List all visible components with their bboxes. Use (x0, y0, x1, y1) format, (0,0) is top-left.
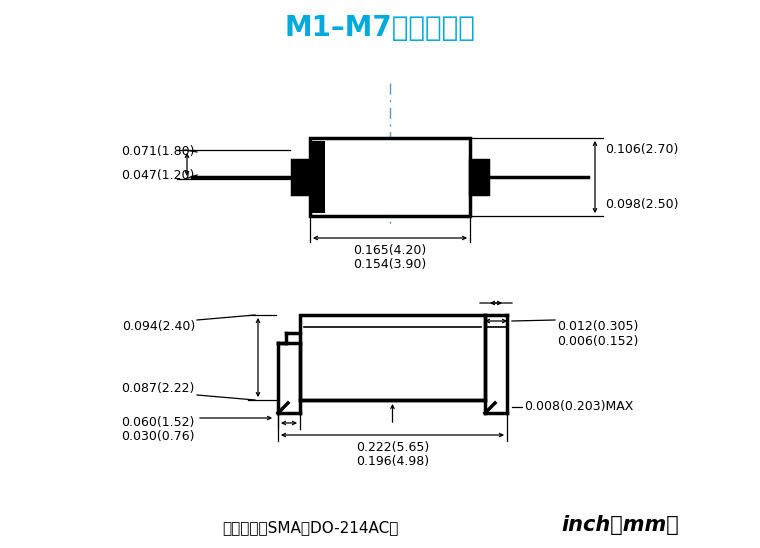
Text: 0.030(0.76): 0.030(0.76) (122, 430, 195, 443)
Bar (310, 138, 470, 216)
Text: 0.098(2.50): 0.098(2.50) (605, 198, 679, 211)
Bar (300, 315, 485, 400)
Text: 0.006(0.152): 0.006(0.152) (557, 335, 638, 348)
Text: inch（mm）: inch（mm） (561, 515, 679, 535)
Text: 0.165(4.20): 0.165(4.20) (353, 244, 426, 257)
Bar (292, 160, 310, 194)
Text: M1–M7整流二极管: M1–M7整流二极管 (284, 14, 476, 42)
Text: 0.196(4.98): 0.196(4.98) (356, 455, 429, 468)
Text: 0.047(1.20): 0.047(1.20) (122, 168, 195, 181)
Text: 0.222(5.65): 0.222(5.65) (356, 441, 429, 454)
Text: 0.154(3.90): 0.154(3.90) (353, 258, 426, 271)
Bar (311, 141, 325, 213)
Text: 0.008(0.203)MAX: 0.008(0.203)MAX (524, 400, 633, 413)
Bar (470, 160, 488, 194)
Text: 0.106(2.70): 0.106(2.70) (605, 143, 679, 156)
Text: 0.094(2.40): 0.094(2.40) (122, 320, 195, 333)
Text: 0.087(2.22): 0.087(2.22) (122, 382, 195, 395)
Text: 0.012(0.305): 0.012(0.305) (557, 320, 638, 333)
Text: 封装形式：SMA（DO-214AC）: 封装形式：SMA（DO-214AC） (222, 521, 398, 535)
Text: 0.071(1.80): 0.071(1.80) (122, 146, 195, 158)
Text: 0.060(1.52): 0.060(1.52) (122, 416, 195, 429)
